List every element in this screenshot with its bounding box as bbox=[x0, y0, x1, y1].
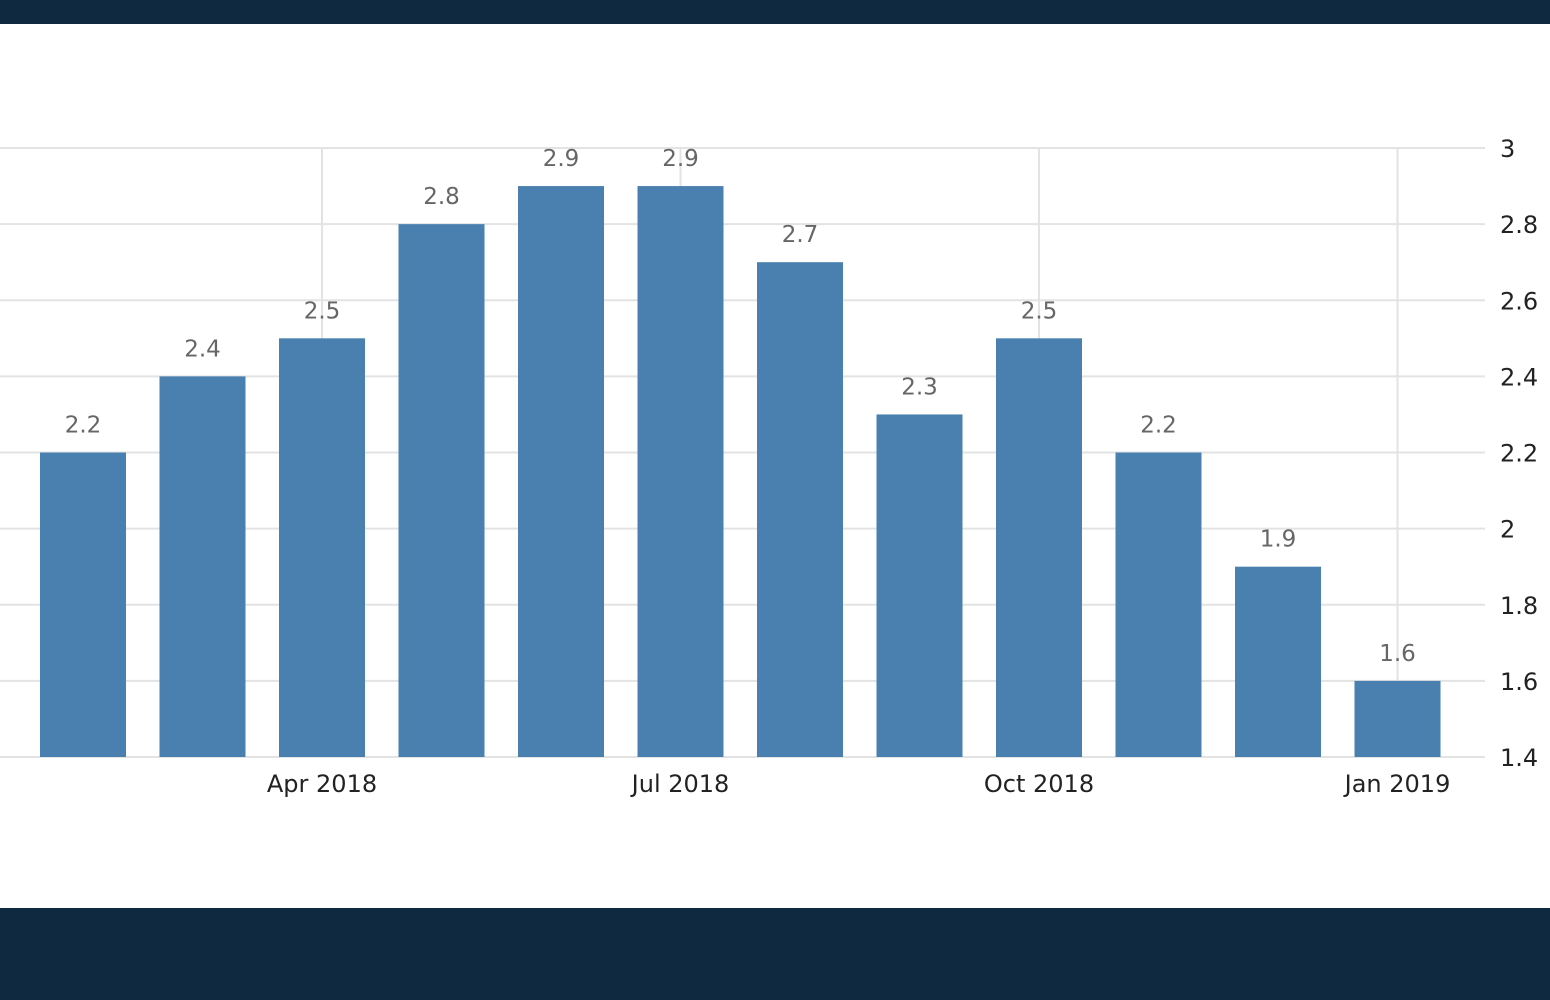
data-label: 2.2 bbox=[1140, 413, 1177, 439]
y-axis-tick-labels: 1.4 1.6 1.8 2 2.2 2.4 2.6 2.8 3 bbox=[1500, 135, 1538, 772]
data-label: 2.9 bbox=[543, 146, 580, 172]
bar bbox=[518, 186, 604, 757]
bar bbox=[1235, 566, 1321, 757]
bar bbox=[159, 376, 246, 757]
y-tick-label: 2.8 bbox=[1500, 211, 1538, 239]
x-tick-label: Apr 2018 bbox=[267, 770, 377, 798]
bar bbox=[279, 338, 365, 757]
x-tick-label: Jan 2019 bbox=[1343, 770, 1451, 798]
x-tick-label: Jul 2018 bbox=[630, 770, 730, 798]
data-label: 1.6 bbox=[1379, 641, 1416, 667]
bar bbox=[40, 452, 126, 757]
y-tick-label: 2.6 bbox=[1500, 287, 1538, 315]
data-label: 1.9 bbox=[1260, 527, 1297, 553]
y-tick-label: 2 bbox=[1500, 516, 1515, 544]
bar-series bbox=[40, 186, 1441, 757]
bar bbox=[1354, 680, 1441, 757]
x-tick-label: Oct 2018 bbox=[984, 770, 1094, 798]
bar bbox=[637, 186, 724, 757]
bar bbox=[996, 338, 1082, 757]
data-label: 2.5 bbox=[1021, 298, 1058, 324]
data-label: 2.8 bbox=[423, 184, 460, 210]
y-tick-label: 1.4 bbox=[1500, 744, 1538, 772]
data-labels: 2.2 2.4 2.5 2.8 2.9 2.9 2.7 2.3 2.5 2.2 1.9 1.6 bbox=[65, 146, 1416, 667]
data-label: 2.5 bbox=[304, 298, 341, 324]
bar bbox=[876, 414, 963, 757]
y-tick-label: 2.2 bbox=[1500, 440, 1538, 468]
horizontal-gridlines bbox=[0, 147, 1485, 758]
x-axis-tick-labels: Apr 2018 Jul 2018 Oct 2018 Jan 2019 bbox=[267, 770, 1450, 798]
data-label: 2.3 bbox=[901, 374, 938, 400]
bar bbox=[398, 224, 485, 757]
data-label: 2.2 bbox=[65, 413, 102, 439]
data-label: 2.9 bbox=[662, 146, 699, 172]
data-label: 2.4 bbox=[184, 336, 221, 362]
bar bbox=[757, 262, 843, 757]
y-tick-label: 1.8 bbox=[1500, 592, 1538, 620]
bar bbox=[1115, 452, 1202, 757]
y-tick-label: 1.6 bbox=[1500, 668, 1538, 696]
top-frame-band bbox=[0, 0, 1550, 24]
y-tick-label: 2.4 bbox=[1500, 363, 1538, 391]
y-tick-label: 3 bbox=[1500, 135, 1515, 163]
bottom-frame-band bbox=[0, 908, 1550, 1000]
data-label: 2.7 bbox=[782, 222, 819, 248]
bar-chart: 2.2 2.4 2.5 2.8 2.9 2.9 2.7 2.3 2.5 2.2 1.9 1.6 1.4… bbox=[0, 135, 1538, 798]
